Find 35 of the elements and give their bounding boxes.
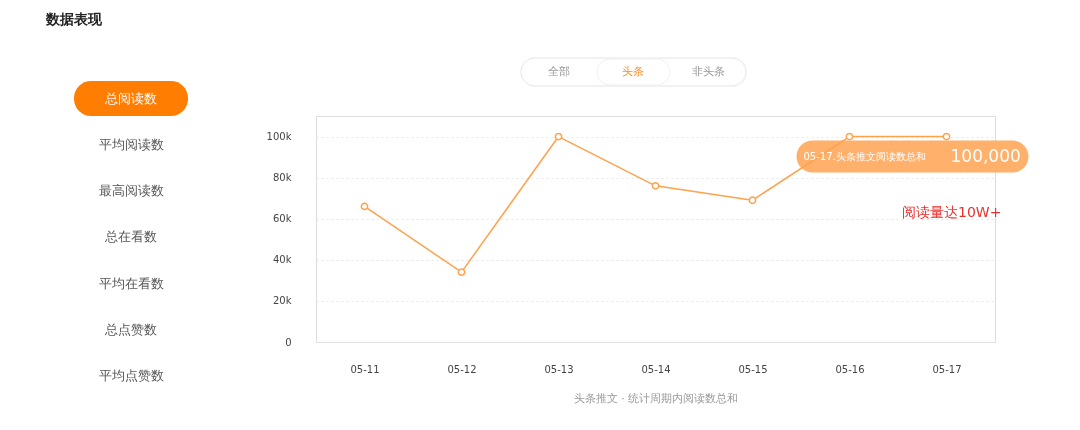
y-tick-label: 80k: [272, 172, 292, 184]
annotation: 阅读量达10W+: [902, 204, 1002, 220]
y-tick-label: 100k: [266, 131, 292, 143]
x-tick-label: 05-11: [350, 363, 380, 375]
point: [457, 268, 466, 277]
x-tick-label: 05-14: [641, 363, 671, 375]
point: [845, 132, 854, 141]
point: [554, 132, 563, 141]
point: [942, 132, 951, 141]
text: 总阅读数: [104, 91, 157, 106]
text: 平均在看数: [98, 276, 164, 291]
text: 最高阅读数: [98, 183, 164, 198]
text: 全部: [548, 65, 570, 78]
x-tick-label: 05-12: [447, 363, 477, 375]
point: [360, 202, 369, 211]
data-label: 100,000: [950, 145, 1021, 166]
point: [651, 181, 660, 190]
x-tick-label: 05-17: [932, 363, 962, 375]
y-tick-label: 0: [285, 336, 292, 348]
text: 非头条: [691, 65, 725, 78]
point: [748, 196, 757, 205]
text: 总点赞数: [104, 322, 157, 337]
y-tick-label: 40k: [272, 254, 292, 266]
annotation: 05-17.头条推文阅读数总和: [803, 150, 926, 162]
x-tick-label: 05-15: [738, 363, 768, 375]
text: 总在看数: [104, 229, 157, 244]
text: 平均阅读数: [98, 137, 164, 152]
x-tick-label: 05-13: [544, 363, 574, 375]
y-tick-label: 60k: [272, 213, 292, 225]
text: 数据表现: [45, 11, 103, 27]
y-tick-label: 20k: [272, 295, 292, 307]
x-tick-label: 05-16: [835, 363, 865, 375]
text: 头条: [622, 65, 644, 78]
x-axis-title: 头条推文 · 统计周期内阅读数总和: [573, 391, 739, 405]
text: 平均点赞数: [98, 368, 164, 383]
